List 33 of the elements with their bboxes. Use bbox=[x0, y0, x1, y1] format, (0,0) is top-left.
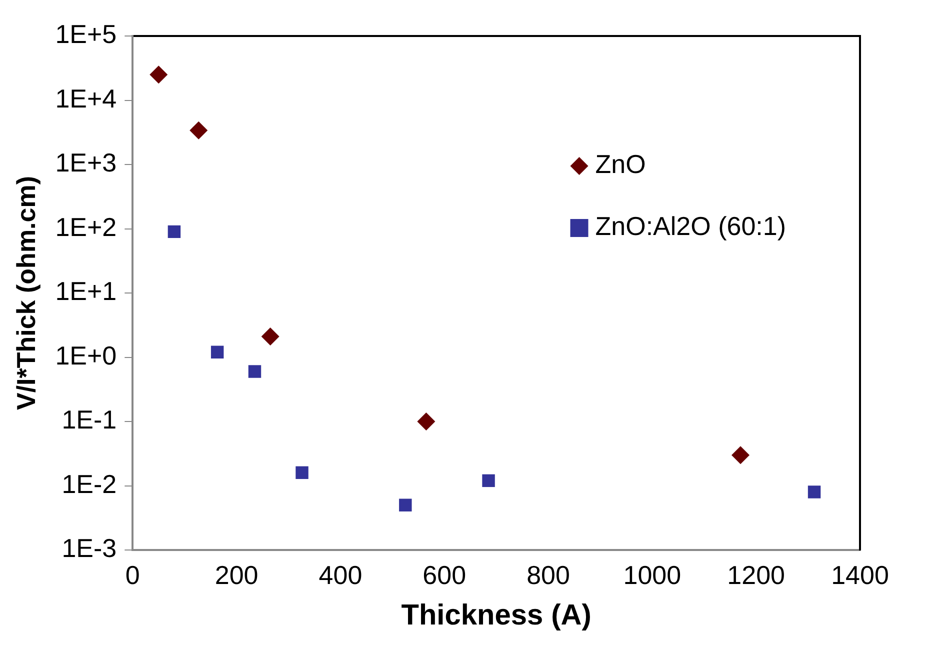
y-tick-label: 1E-3 bbox=[62, 533, 117, 564]
point bbox=[399, 498, 412, 512]
point bbox=[168, 225, 181, 238]
x-tick-label: 0 bbox=[125, 560, 140, 590]
y-tick-label: 1E+4 bbox=[55, 83, 117, 114]
point bbox=[296, 466, 308, 479]
x-tick-label: 600 bbox=[422, 560, 466, 590]
point bbox=[210, 346, 224, 359]
y-tick-label: 1E+1 bbox=[55, 276, 117, 306]
point bbox=[190, 121, 208, 140]
x-axis-title: Thickness (A) bbox=[401, 600, 592, 632]
point bbox=[261, 328, 280, 346]
y-tick-label: 1E+3 bbox=[55, 148, 117, 178]
point bbox=[248, 365, 262, 378]
point bbox=[732, 446, 750, 464]
point bbox=[150, 66, 168, 84]
point bbox=[808, 486, 821, 498]
x-tick-label: 1400 bbox=[831, 560, 889, 590]
y-tick-label: 1E-2 bbox=[62, 468, 117, 499]
y-tick-label: 1E-1 bbox=[62, 404, 117, 435]
legend-label: ZnO:Al2O (60:1) bbox=[595, 211, 786, 242]
legend-label: ZnO bbox=[595, 149, 646, 180]
x-tick-label: 800 bbox=[526, 560, 570, 590]
point bbox=[417, 412, 436, 430]
y-axis-title: V/I*Thick (ohm.cm) bbox=[10, 176, 41, 410]
y-tick-label: 1E+5 bbox=[55, 19, 117, 50]
y-tick-label: 1E+0 bbox=[55, 340, 117, 370]
x-tick-label: 1000 bbox=[623, 560, 682, 590]
x-tick-label: 1200 bbox=[727, 560, 786, 590]
x-tick-label: 400 bbox=[318, 560, 362, 590]
y-tick-label: 1E+2 bbox=[55, 212, 117, 242]
x-tick-label: 200 bbox=[214, 560, 258, 590]
point bbox=[482, 474, 495, 488]
